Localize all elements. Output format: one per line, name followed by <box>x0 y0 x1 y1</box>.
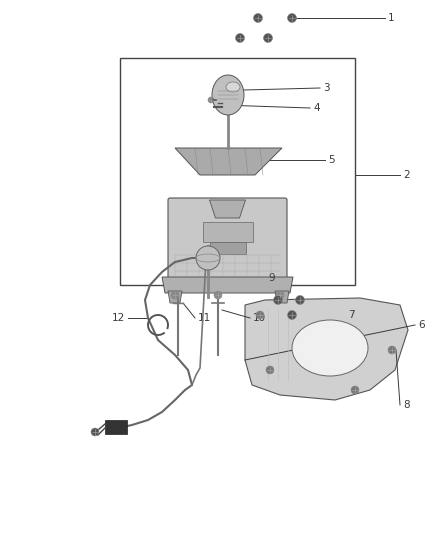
Circle shape <box>351 386 359 394</box>
Bar <box>209 242 246 254</box>
Text: 9: 9 <box>268 273 275 283</box>
Text: 4: 4 <box>313 103 320 113</box>
Polygon shape <box>245 298 408 400</box>
Circle shape <box>171 291 179 299</box>
Text: 10: 10 <box>253 313 266 323</box>
Circle shape <box>91 428 99 436</box>
Circle shape <box>214 291 222 299</box>
Text: 3: 3 <box>323 83 330 93</box>
Ellipse shape <box>226 82 240 92</box>
Text: 11: 11 <box>198 313 211 323</box>
Text: 6: 6 <box>418 320 424 330</box>
Circle shape <box>264 34 272 43</box>
Polygon shape <box>168 291 182 303</box>
Text: 5: 5 <box>328 155 335 165</box>
Circle shape <box>236 34 244 43</box>
Circle shape <box>196 246 220 270</box>
Circle shape <box>256 311 264 319</box>
Circle shape <box>287 13 297 22</box>
Circle shape <box>254 13 262 22</box>
Circle shape <box>273 295 283 304</box>
Circle shape <box>388 346 396 354</box>
Polygon shape <box>275 291 289 303</box>
Ellipse shape <box>292 320 368 376</box>
Polygon shape <box>175 148 282 175</box>
Circle shape <box>287 311 297 319</box>
Circle shape <box>208 97 214 103</box>
Text: 2: 2 <box>403 170 410 180</box>
Polygon shape <box>162 277 293 293</box>
Text: 8: 8 <box>403 400 410 410</box>
Text: 7: 7 <box>348 310 355 320</box>
FancyBboxPatch shape <box>168 198 287 287</box>
Polygon shape <box>209 200 246 218</box>
Bar <box>105 420 127 434</box>
Circle shape <box>266 366 274 374</box>
Bar <box>202 222 252 242</box>
Text: 12: 12 <box>112 313 125 323</box>
Circle shape <box>296 295 304 304</box>
Circle shape <box>276 291 284 299</box>
Text: 1: 1 <box>388 13 395 23</box>
Ellipse shape <box>212 75 244 115</box>
Bar <box>120 58 355 285</box>
